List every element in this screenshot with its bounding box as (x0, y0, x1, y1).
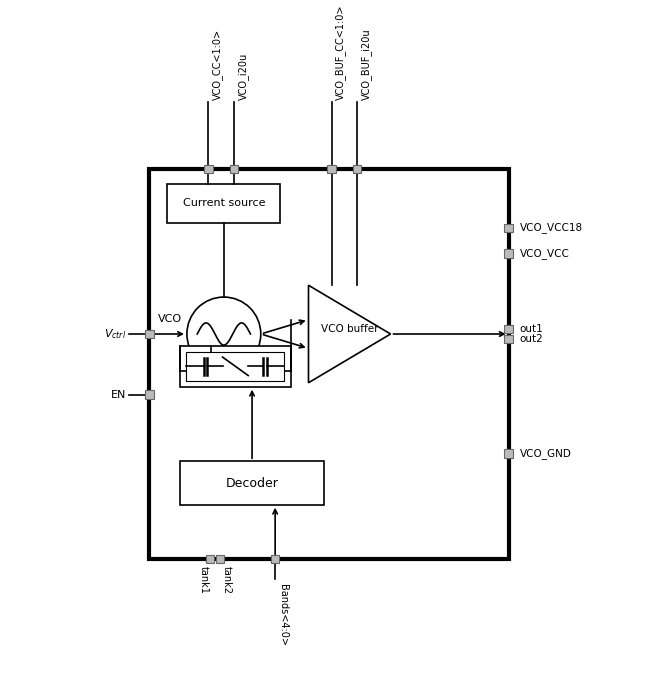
Bar (150, 169, 508, 559)
Bar (146, 330, 154, 338)
Text: tank2: tank2 (222, 566, 232, 594)
Text: out2: out2 (520, 334, 544, 344)
Bar (206, 554, 214, 563)
Bar (167, 184, 280, 223)
Bar (230, 164, 238, 173)
Text: $V_{ctrl}$: $V_{ctrl}$ (104, 327, 126, 341)
Circle shape (187, 297, 261, 371)
Bar (504, 224, 512, 232)
Bar (271, 554, 279, 563)
Bar (146, 391, 154, 398)
Bar (205, 164, 213, 173)
Text: Current source: Current source (183, 198, 265, 209)
Text: Bands<4:0>: Bands<4:0> (278, 584, 288, 646)
Text: VCO buffer: VCO buffer (321, 324, 378, 334)
Bar (328, 164, 336, 173)
Text: VCO_VCC: VCO_VCC (520, 248, 570, 259)
Bar (353, 164, 361, 173)
Text: VCO_GND: VCO_GND (520, 448, 572, 459)
Text: VCO_CC<1:0>: VCO_CC<1:0> (212, 29, 223, 99)
Bar (504, 335, 512, 343)
Text: VCO_VCC18: VCO_VCC18 (520, 223, 583, 233)
Text: tank1: tank1 (199, 566, 209, 594)
Text: VCO_i20u: VCO_i20u (238, 52, 249, 99)
Text: out1: out1 (520, 324, 544, 334)
Polygon shape (308, 286, 391, 383)
Bar (180, 346, 291, 387)
Text: VCO_BUF_CC<1:0>: VCO_BUF_CC<1:0> (335, 4, 346, 99)
Bar (180, 461, 324, 505)
Bar (216, 554, 224, 563)
Bar (187, 352, 285, 381)
Text: EN: EN (111, 389, 126, 400)
Text: Decoder: Decoder (226, 477, 279, 489)
Bar (504, 325, 512, 333)
Text: VCO_BUF_i20u: VCO_BUF_i20u (361, 28, 372, 99)
Bar (504, 249, 512, 258)
Bar (504, 449, 512, 458)
Text: VCO: VCO (158, 314, 182, 324)
